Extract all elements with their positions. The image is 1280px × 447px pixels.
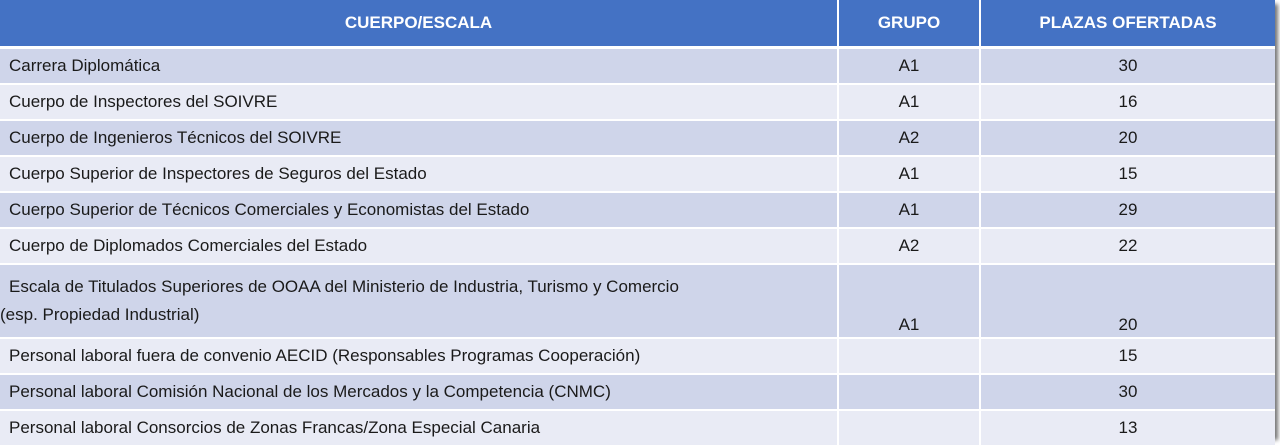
table-row: Cuerpo de Ingenieros Técnicos del SOIVRE… (0, 120, 1275, 157)
cell-cuerpo: Cuerpo de Inspectores del SOIVRE (0, 84, 839, 121)
cell-plazas: 20 (980, 264, 1275, 339)
cell-grupo: A1 (838, 47, 981, 85)
table-row: Personal laboral Comisión Nacional de lo… (0, 374, 1275, 411)
cell-plazas: 22 (980, 228, 1275, 265)
cell-plazas: 15 (980, 156, 1275, 193)
header-plazas-ofertadas: PLAZAS OFERTADAS (980, 0, 1275, 49)
cell-cuerpo: Cuerpo Superior de Técnicos Comerciales … (0, 192, 839, 229)
cell-plazas: 13 (980, 410, 1275, 447)
cell-cuerpo: Personal laboral Comisión Nacional de lo… (0, 374, 839, 411)
cell-plazas: 16 (980, 84, 1275, 121)
table-row: Personal laboral Consorcios de Zonas Fra… (0, 410, 1275, 447)
table-row: Cuerpo de Inspectores del SOIVRE A1 16 (0, 84, 1275, 121)
table-header-row: CUERPO/ESCALA GRUPO PLAZAS OFERTADAS (0, 0, 1275, 49)
cell-cuerpo: Personal laboral Consorcios de Zonas Fra… (0, 410, 839, 447)
cell-plazas: 15 (980, 338, 1275, 375)
table-row: Escala de Titulados Superiores de OOAA d… (0, 264, 1275, 339)
header-grupo: GRUPO (838, 0, 981, 49)
cell-grupo: A2 (838, 120, 981, 157)
cell-cuerpo-line1: Escala de Titulados Superiores de OOAA d… (9, 277, 679, 296)
cell-cuerpo: Personal laboral fuera de convenio AECID… (0, 338, 839, 375)
cell-plazas: 20 (980, 120, 1275, 157)
table-row: Personal laboral fuera de convenio AECID… (0, 338, 1275, 375)
cell-grupo (838, 374, 981, 411)
cell-plazas: 30 (980, 47, 1275, 85)
cell-grupo: A1 (838, 264, 981, 339)
cell-cuerpo: Cuerpo Superior de Inspectores de Seguro… (0, 156, 839, 193)
table-row: Cuerpo Superior de Técnicos Comerciales … (0, 192, 1275, 229)
cell-grupo: A1 (838, 192, 981, 229)
cell-cuerpo: Cuerpo de Diplomados Comerciales del Est… (0, 228, 839, 265)
cell-plazas: 29 (980, 192, 1275, 229)
cell-grupo (838, 338, 981, 375)
cell-cuerpo: Carrera Diplomática (0, 47, 839, 85)
cell-grupo (838, 410, 981, 447)
cell-cuerpo: Escala de Titulados Superiores de OOAA d… (0, 264, 839, 339)
header-cuerpo-escala: CUERPO/ESCALA (0, 0, 839, 49)
table-row: Cuerpo Superior de Inspectores de Seguro… (0, 156, 1275, 193)
table-row: Cuerpo de Diplomados Comerciales del Est… (0, 228, 1275, 265)
cell-grupo: A1 (838, 84, 981, 121)
cell-cuerpo-line2: (esp. Propiedad Industrial) (0, 305, 200, 324)
cell-grupo: A1 (838, 156, 981, 193)
cell-grupo: A2 (838, 228, 981, 265)
cell-plazas: 30 (980, 374, 1275, 411)
cell-cuerpo: Cuerpo de Ingenieros Técnicos del SOIVRE (0, 120, 839, 157)
table-row: Carrera Diplomática A1 30 (0, 47, 1275, 85)
